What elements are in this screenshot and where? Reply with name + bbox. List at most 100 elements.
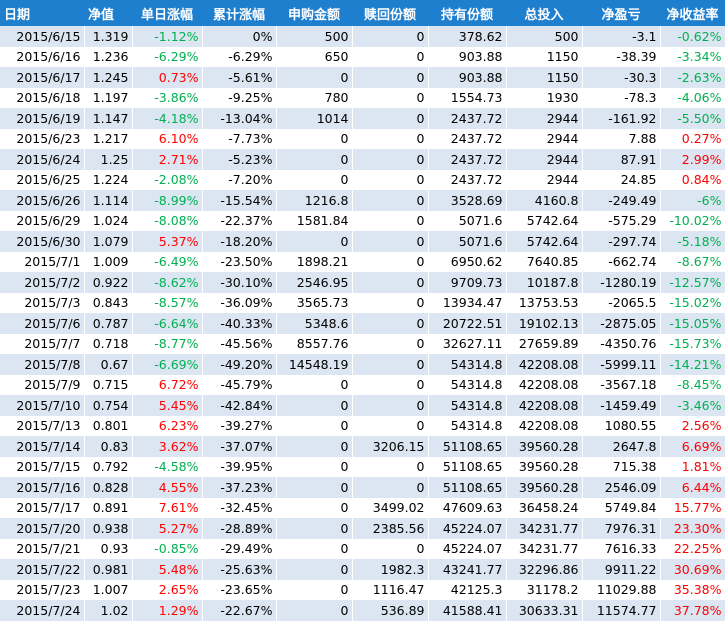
net-return-cell: -2.63% [660,67,725,88]
redeemed-shares-cell: 1982.3 [352,559,429,580]
net-return-cell: -4.06% [660,87,725,108]
nav-cell: 1.02 [84,600,133,621]
table-row: 2015/6/30 1.079 5.37% -18.20% 0 0 5071.6 5742.6… [0,231,725,252]
net-pnl-cell: 715.38 [582,456,661,477]
redeemed-shares-cell: 0 [352,477,429,498]
purchase-amount-cell: 0 [276,231,353,252]
total-investment-cell: 30633.31 [506,600,583,621]
held-shares-cell: 903.88 [428,46,507,67]
held-shares-cell: 2437.72 [428,169,507,190]
total-investment-cell: 32296.86 [506,559,583,580]
daily-change-cell: 1.29% [132,600,203,621]
daily-change-cell: -6.64% [132,313,203,334]
total-investment-cell: 13753.53 [506,292,583,313]
daily-change-cell: 5.37% [132,231,203,252]
cumulative-change-cell: -5.61% [202,67,277,88]
total-investment-cell: 39560.28 [506,477,583,498]
table-row: 2015/7/1 1.009 -6.49% -23.50% 1898.21 0 6950.6… [0,251,725,272]
total-investment-cell: 2944 [506,108,583,129]
table-row: 2015/6/19 1.147 -4.18% -13.04% 1014 0 2437.72 2… [0,108,725,129]
net-return-cell: 1.81% [660,456,725,477]
purchase-amount-cell: 1581.84 [276,210,353,231]
net-return-cell: -3.34% [660,46,725,67]
net-return-cell: 22.25% [660,538,725,559]
net-return-cell: 37.78% [660,600,725,621]
nav-cell: 0.922 [84,272,133,293]
net-pnl-cell: -297.74 [582,231,661,252]
nav-cell: 1.079 [84,231,133,252]
table-row: 2015/7/9 0.715 6.72% -45.79% 0 0 54314.8 42208.… [0,374,725,395]
daily-change-cell: -6.69% [132,354,203,375]
net-pnl-cell: 5749.84 [582,497,661,518]
date-cell: 2015/7/9 [0,374,85,395]
table-row: 2015/6/17 1.245 0.73% -5.61% 0 0 903.88 1150 -30… [0,67,725,88]
table-row: 2015/7/3 0.843 -8.57% -36.09% 3565.73 0 13934.… [0,292,725,313]
purchase-amount-cell: 0 [276,456,353,477]
header-held-shares: 持有份额 [428,0,506,26]
net-pnl-cell: 9911.22 [582,559,661,580]
held-shares-cell: 903.88 [428,67,507,88]
cumulative-change-cell: -25.63% [202,559,277,580]
net-pnl-cell: -2065.5 [582,292,661,313]
date-cell: 2015/7/17 [0,497,85,518]
net-return-cell: 2.99% [660,149,725,170]
cumulative-change-cell: -49.20% [202,354,277,375]
net-pnl-cell: -1280.19 [582,272,661,293]
redeemed-shares-cell: 0 [352,374,429,395]
daily-change-cell: 3.62% [132,436,203,457]
held-shares-cell: 43241.77 [428,559,507,580]
cumulative-change-cell: -45.56% [202,333,277,354]
net-return-cell: 2.56% [660,415,725,436]
date-cell: 2015/6/19 [0,108,85,129]
held-shares-cell: 54314.8 [428,395,507,416]
net-return-cell: 0.84% [660,169,725,190]
net-pnl-cell: -5999.11 [582,354,661,375]
purchase-amount-cell: 0 [276,579,353,600]
purchase-amount-cell: 0 [276,415,353,436]
net-pnl-cell: 7976.31 [582,518,661,539]
purchase-amount-cell: 780 [276,87,353,108]
total-investment-cell: 5742.64 [506,231,583,252]
table-row: 2015/6/18 1.197 -3.86% -9.25% 780 0 1554.73 193… [0,87,725,108]
daily-change-cell: -4.18% [132,108,203,129]
redeemed-shares-cell: 1116.47 [352,579,429,600]
purchase-amount-cell: 0 [276,477,353,498]
held-shares-cell: 13934.47 [428,292,507,313]
total-investment-cell: 500 [506,26,583,47]
net-pnl-cell: -38.39 [582,46,661,67]
table-row: 2015/6/25 1.224 -2.08% -7.20% 0 0 2437.72 2944 2… [0,169,725,190]
header-net-return: 净收益率 [660,0,725,26]
nav-cell: 0.93 [84,538,133,559]
net-return-cell: -6% [660,190,725,211]
net-return-cell: 6.44% [660,477,725,498]
cumulative-change-cell: -45.79% [202,374,277,395]
table-row: 2015/7/15 0.792 -4.58% -39.95% 0 0 51108.65 395… [0,456,725,477]
redeemed-shares-cell: 0 [352,67,429,88]
net-pnl-cell: -161.92 [582,108,661,129]
purchase-amount-cell: 650 [276,46,353,67]
purchase-amount-cell: 0 [276,128,353,149]
table-row: 2015/7/24 1.02 1.29% -22.67% 0 536.89 41588.41… [0,600,725,621]
nav-cell: 1.024 [84,210,133,231]
cumulative-change-cell: -29.49% [202,538,277,559]
held-shares-cell: 51108.65 [428,456,507,477]
total-investment-cell: 27659.89 [506,333,583,354]
table-row: 2015/7/2 0.922 -8.62% -30.10% 2546.95 0 9709.7… [0,272,725,293]
nav-cell: 0.828 [84,477,133,498]
date-cell: 2015/6/17 [0,67,85,88]
redeemed-shares-cell: 0 [352,313,429,334]
held-shares-cell: 20722.51 [428,313,507,334]
redeemed-shares-cell: 0 [352,231,429,252]
held-shares-cell: 51108.65 [428,436,507,457]
redeemed-shares-cell: 0 [352,190,429,211]
redeemed-shares-cell: 0 [352,108,429,129]
daily-change-cell: 2.71% [132,149,203,170]
redeemed-shares-cell: 3499.02 [352,497,429,518]
cumulative-change-cell: -22.37% [202,210,277,231]
nav-cell: 1.25 [84,149,133,170]
net-return-cell: 23.30% [660,518,725,539]
purchase-amount-cell: 500 [276,26,353,47]
cumulative-change-cell: -23.50% [202,251,277,272]
cumulative-change-cell: -7.73% [202,128,277,149]
